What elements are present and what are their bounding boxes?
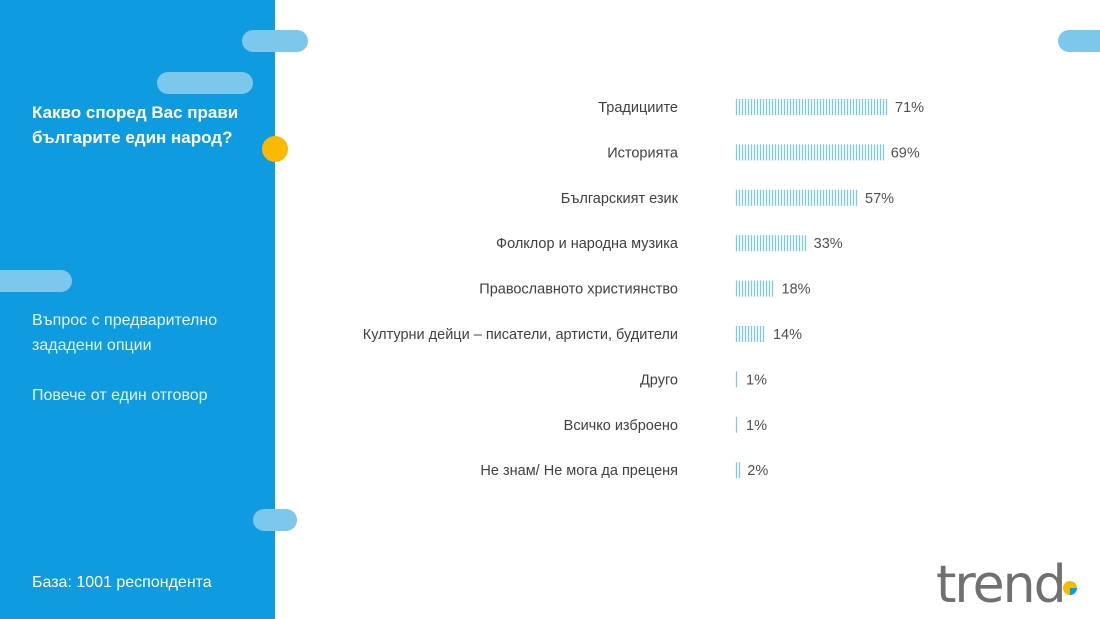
logo-text: trend: [936, 555, 1065, 610]
category-label: Не знам/ Не мога да преценя: [480, 463, 678, 479]
answer-mode-note: Повече от един отговор: [32, 387, 208, 404]
value-label: 1%: [746, 418, 767, 434]
bar: [735, 235, 807, 252]
accent-dot: [262, 136, 288, 162]
decor-pill: [157, 72, 253, 94]
value-label: 71%: [895, 100, 924, 116]
category-label: Друго: [640, 372, 678, 388]
question-type-note: Въпрос с предварително зададени опции: [32, 312, 218, 354]
value-label: 1%: [746, 372, 767, 388]
value-label: 57%: [865, 191, 894, 207]
bar: [735, 144, 885, 161]
category-label: Православното християнство: [479, 282, 678, 298]
question-title: Какво според Вас прави българите един на…: [32, 103, 239, 147]
bar: [735, 280, 775, 297]
category-label: Историята: [607, 145, 679, 161]
category-label: Културни дейци – писатели, артисти, буди…: [363, 327, 678, 343]
trend-logo: trend: [936, 555, 1077, 610]
value-label: 18%: [782, 282, 811, 298]
category-label: Традициите: [598, 100, 678, 116]
value-label: 2%: [747, 463, 768, 479]
decor-pill: [253, 509, 297, 531]
sidebar-panel: [0, 0, 275, 619]
decor-pill: [0, 270, 72, 292]
logo-dot-blue: [1070, 588, 1077, 595]
category-label: Всичко изброено: [564, 418, 678, 434]
value-label: 14%: [773, 327, 802, 343]
value-label: 69%: [891, 145, 920, 161]
category-label: Българският език: [561, 191, 679, 207]
value-label: 33%: [814, 236, 843, 252]
category-label: Фолклор и народна музика: [496, 236, 679, 252]
bar: [735, 371, 739, 388]
bar: [735, 189, 859, 206]
bar: [735, 462, 741, 479]
base-respondents: База: 1001 респондента: [32, 574, 212, 591]
decor-pill: [1058, 30, 1100, 52]
bar: [735, 99, 888, 115]
decor-pill: [242, 30, 308, 52]
bar: [735, 326, 766, 342]
bar: [735, 416, 739, 433]
